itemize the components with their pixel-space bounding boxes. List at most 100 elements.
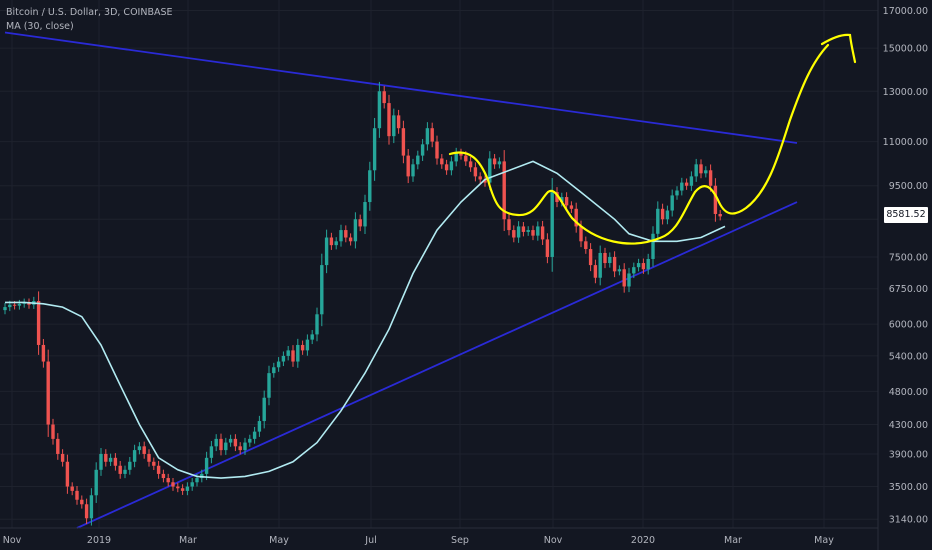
candle-body: [300, 344, 305, 351]
y-tick-label: 3140.00: [889, 515, 928, 526]
y-tick-label: 3900.00: [889, 449, 928, 460]
x-tick-label: May: [814, 535, 834, 546]
y-tick-label: 6750.00: [889, 284, 928, 295]
candle-body: [344, 230, 348, 238]
candle-body: [89, 495, 94, 519]
candle-body: [60, 453, 65, 462]
candle-body: [156, 465, 161, 474]
candle-body: [238, 446, 242, 451]
candle-body: [315, 314, 319, 335]
trendlines[interactable]: [4, 31, 798, 529]
candle-body: [132, 450, 137, 462]
candle-body: [152, 461, 156, 466]
x-tick-label: Mar: [179, 535, 197, 546]
price-axis[interactable]: 17000.00 15000.00 13000.00 11000.00 9500.00 8…: [877, 0, 928, 550]
candle-body: [358, 219, 362, 227]
x-tick-label: 2020: [631, 535, 655, 546]
y-tick-label: 15000.00: [883, 44, 928, 55]
candle-body: [468, 161, 473, 168]
candle-body: [310, 334, 314, 340]
candle-body: [281, 355, 286, 362]
candle-body: [70, 486, 74, 491]
candle-body: [243, 442, 247, 451]
candle-body: [459, 152, 463, 156]
x-tick-label: Nov: [3, 535, 22, 546]
trendline: [76, 201, 798, 529]
candle-body: [713, 185, 718, 214]
y-tick-label: 7500.00: [889, 252, 928, 263]
candle-body: [420, 144, 425, 156]
candle-body: [704, 170, 708, 174]
candle-body: [118, 465, 122, 474]
candle-body: [536, 226, 540, 236]
x-tick-label: Sep: [451, 535, 469, 546]
candle-body: [603, 252, 607, 264]
candle-body: [545, 239, 550, 257]
candle-body: [569, 205, 574, 209]
candle-body: [550, 192, 554, 257]
candlesticks: [3, 81, 722, 526]
candle-body: [296, 344, 300, 362]
time-axis[interactable]: Nov 2019 Mar May Jul Sep Nov 2020 Mar May: [0, 527, 878, 546]
candle-body: [531, 230, 535, 236]
candle-body: [516, 226, 521, 238]
candle-body: [646, 258, 650, 270]
candle-body: [449, 161, 454, 171]
candle-body: [684, 182, 689, 186]
cup-and-handle-annotation[interactable]: [448, 33, 857, 245]
candle-body: [233, 438, 238, 447]
candle-body: [248, 438, 252, 443]
candle-body: [180, 488, 185, 491]
annotation-curve: [448, 43, 830, 245]
candle-body: [276, 361, 281, 368]
candle-body: [512, 230, 516, 238]
candle-body: [51, 424, 55, 439]
y-tick-label: 3500.00: [889, 482, 928, 493]
candle-body: [478, 176, 482, 180]
candle-body: [708, 170, 713, 186]
candle-body: [123, 469, 127, 474]
candle-body: [670, 195, 674, 211]
candle-body: [348, 237, 353, 242]
candle-body: [440, 158, 444, 165]
candle-body: [665, 210, 670, 220]
candle-body: [540, 226, 545, 240]
candle-body: [329, 237, 334, 246]
y-tick-label: 4800.00: [889, 387, 928, 398]
candle-body: [392, 115, 396, 137]
candle-body: [204, 457, 209, 474]
chart-legend: Bitcoin / U.S. Dollar, 3D, COINBASE MA (…: [6, 6, 173, 34]
candle-body: [12, 304, 17, 306]
indicator-label: MA (30, close): [6, 21, 74, 32]
candle-body: [3, 307, 7, 311]
candle-body: [632, 267, 636, 274]
x-tick-label: Mar: [724, 535, 742, 546]
candle-body: [488, 158, 492, 183]
candle-body: [113, 457, 118, 466]
candle-body: [46, 361, 50, 425]
candle-body: [272, 367, 276, 374]
candle-body: [195, 478, 199, 483]
candle-body: [401, 128, 406, 156]
candle-body: [334, 241, 338, 246]
candle-body: [656, 208, 660, 234]
candle-body: [406, 155, 410, 177]
candle-body: [560, 197, 564, 203]
grid: [0, 0, 878, 528]
candle-body: [286, 350, 290, 356]
candle-body: [171, 482, 175, 487]
trendline: [4, 31, 798, 144]
candle-body: [324, 237, 329, 266]
candle-body: [387, 103, 391, 137]
candle-body: [598, 252, 602, 278]
candle-body: [593, 265, 598, 278]
candle-body: [699, 164, 703, 174]
candle-body: [108, 457, 113, 462]
candle-body: [84, 504, 89, 519]
candle-body: [464, 155, 468, 162]
y-tick-label: 5400.00: [889, 351, 928, 362]
candle-body: [363, 202, 367, 227]
candle-body: [564, 197, 569, 206]
